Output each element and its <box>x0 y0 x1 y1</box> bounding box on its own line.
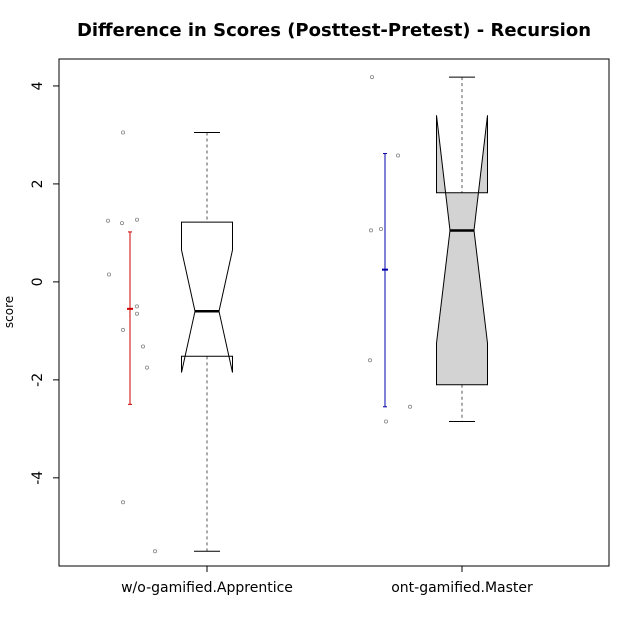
data-point <box>367 358 372 363</box>
y-axis-label: score <box>2 296 16 328</box>
data-point <box>121 500 126 505</box>
data-point <box>121 327 126 332</box>
notched-box <box>436 115 488 386</box>
x-axis: w/o-gamified.Apprentice ont-gamified.Mast… <box>121 566 533 596</box>
data-point <box>107 272 112 277</box>
y-tick-label: 4 <box>30 81 46 90</box>
data-point <box>368 228 373 233</box>
x-tick-label: w/o-gamified.Apprentice <box>121 580 293 596</box>
plot-frame <box>58 58 610 567</box>
x-tick-label: ont-gamified.Master <box>391 580 533 596</box>
notched-box <box>181 221 233 373</box>
data-point <box>369 75 374 80</box>
chart-title: Difference in Scores (Posttest-Pretest) … <box>77 20 591 41</box>
box-group <box>367 75 488 424</box>
chart-marks <box>106 75 488 554</box>
data-point <box>152 549 157 554</box>
data-point <box>407 404 412 409</box>
data-point <box>134 217 139 222</box>
y-tick-label: 2 <box>30 179 46 188</box>
data-point <box>378 226 383 231</box>
data-point <box>134 304 139 309</box>
box-group <box>106 130 233 554</box>
data-point <box>140 344 145 349</box>
y-tick-label: -4 <box>30 471 46 485</box>
data-point <box>134 311 139 316</box>
data-point <box>395 153 400 158</box>
data-point <box>121 130 126 135</box>
data-point <box>383 419 388 424</box>
data-point <box>120 221 125 226</box>
y-tick-label: 0 <box>30 277 46 286</box>
y-tick-label: -2 <box>30 373 46 387</box>
y-axis: -4 -2 0 2 4 <box>30 81 59 485</box>
data-point <box>144 365 149 370</box>
data-point <box>106 218 111 223</box>
